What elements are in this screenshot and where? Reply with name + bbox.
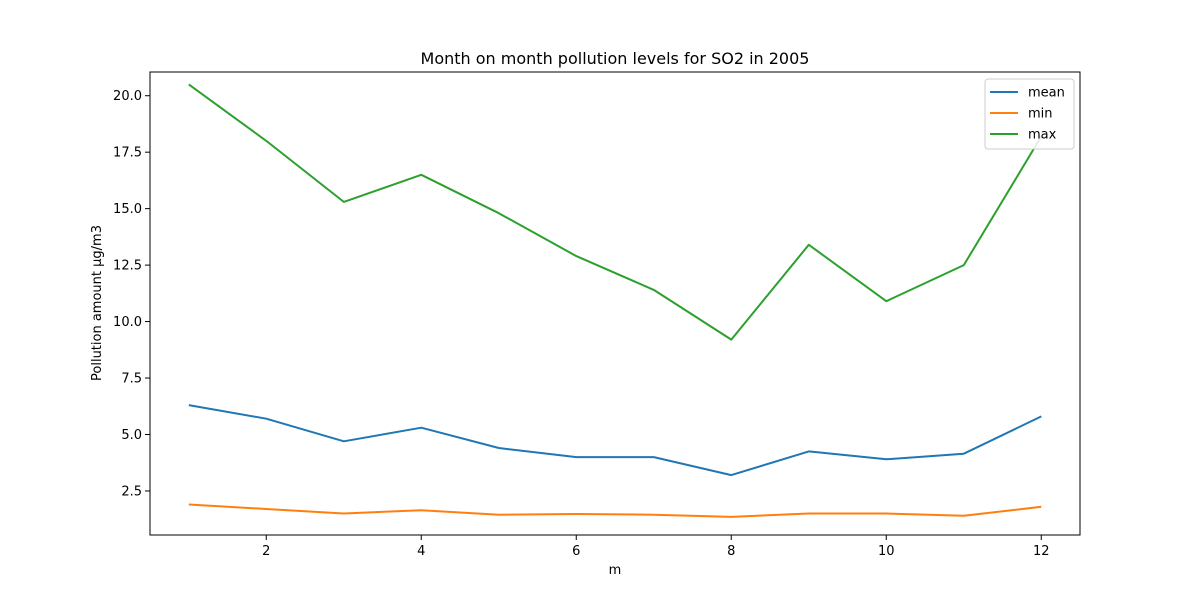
x-tick-label: 6 [572,544,580,559]
y-axis-label: Pollution amount µg/m3 [90,225,105,381]
axes-frame [149,71,1081,536]
plot-area [149,71,1081,536]
legend-label-min: min [1028,107,1053,122]
x-tick-label: 12 [1033,544,1050,559]
legend: mean min max [984,78,1075,150]
legend-label-mean: mean [1028,86,1065,101]
y-tick-label: 2.5 [121,484,142,499]
legend-label-max: max [1028,128,1057,143]
y-tick-label: 12.5 [113,259,142,274]
legend-box [984,78,1075,150]
x-tick-label: 8 [727,544,735,559]
series-line-min [188,503,1042,518]
x-axis: 2 4 6 8 10 12 [262,535,1050,559]
y-tick-label: 17.5 [113,146,142,161]
series-line-mean [188,404,1042,477]
x-tick-label: 2 [262,544,270,559]
y-axis: 2.5 5.0 7.5 10.0 12.5 15.0 17.5 20.0 [113,89,150,499]
x-tick-label: 4 [417,544,425,559]
x-axis-label: m [609,563,622,578]
x-tick-label: 10 [878,544,895,559]
series-line-max [188,83,1043,341]
chart-title: Month on month pollution levels for SO2 … [421,49,810,68]
y-tick-label: 10.0 [113,315,142,330]
y-tick-label: 20.0 [113,89,142,104]
y-tick-label: 5.0 [121,428,142,443]
y-tick-label: 7.5 [121,372,142,387]
y-tick-label: 15.0 [113,202,142,217]
series-lines [188,83,1043,518]
